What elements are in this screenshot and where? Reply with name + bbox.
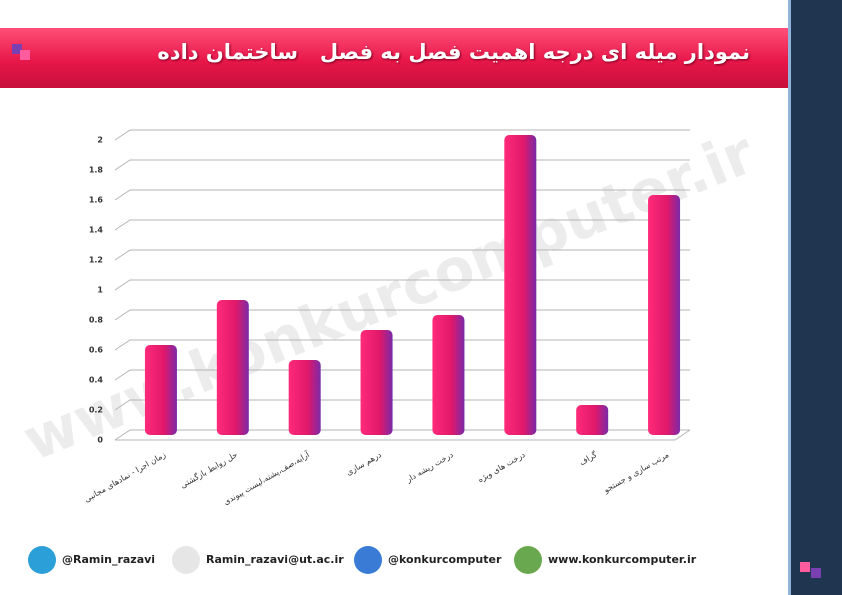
contact: @Ramin_razavi [62, 553, 155, 566]
contact: @konkurcomputer [388, 553, 502, 566]
sidebar [788, 0, 842, 595]
icon [514, 546, 542, 574]
grid-line [114, 399, 690, 411]
logo-square [811, 568, 821, 578]
y-tick-label: 1.8 [89, 166, 104, 175]
grid-line [114, 129, 690, 141]
grid-line [114, 159, 690, 171]
y-tick-label: 0 [97, 436, 103, 445]
icon [354, 546, 382, 574]
contact: www.konkurcomputer.ir [548, 553, 697, 566]
y-tick-label: 1 [97, 286, 103, 295]
bar [216, 300, 249, 435]
slide-title: نمودار میله ای درجه اهمیت فصل به فصل ساخ… [157, 40, 750, 64]
grid-line [114, 219, 690, 231]
y-tick-label: 0.8 [89, 316, 104, 325]
y-tick-label: 2 [97, 136, 103, 145]
grid-line [114, 429, 690, 441]
y-tick-label: 1.6 [89, 196, 104, 205]
icon [28, 546, 56, 574]
icon [172, 546, 200, 574]
grid-line [114, 339, 690, 351]
x-tick-label: گراف [577, 449, 598, 467]
bar [432, 315, 465, 435]
y-tick-label: 0.2 [89, 406, 103, 415]
x-tick-label: درخت های ویژه [476, 450, 527, 484]
grid-line [114, 279, 690, 291]
bar [360, 330, 393, 435]
bar [648, 195, 681, 435]
grid-line [114, 369, 690, 381]
y-tick-label: 0.4 [89, 376, 104, 385]
grid-line [114, 309, 690, 321]
grid-line [114, 189, 690, 201]
header-band: نمودار میله ای درجه اهمیت فصل به فصل ساخ… [0, 28, 790, 88]
grid-line [114, 249, 690, 261]
bar [576, 405, 609, 435]
y-tick-label: 0.6 [89, 346, 104, 355]
contact: Ramin_razavi@ut.ac.ir [206, 553, 344, 566]
x-tick-label: درخت ریشه دار [404, 450, 455, 485]
logo-square [12, 44, 22, 54]
bar [144, 345, 177, 435]
bar [504, 135, 537, 435]
x-tick-label: درهم سازی [345, 450, 383, 477]
x-tick-label: حل روابط بازگشتی [178, 449, 239, 490]
bar [288, 360, 321, 435]
x-tick-label: مرتب سازی و جستجو [601, 450, 670, 495]
logo-square [20, 50, 30, 60]
x-tick-label: زمان اجرا - نمادهای مجانبی [83, 450, 168, 504]
logo-square [800, 562, 810, 572]
floor-edge [115, 429, 691, 441]
y-tick-label: 1.4 [89, 226, 104, 235]
y-tick-label: 1.2 [89, 256, 103, 265]
